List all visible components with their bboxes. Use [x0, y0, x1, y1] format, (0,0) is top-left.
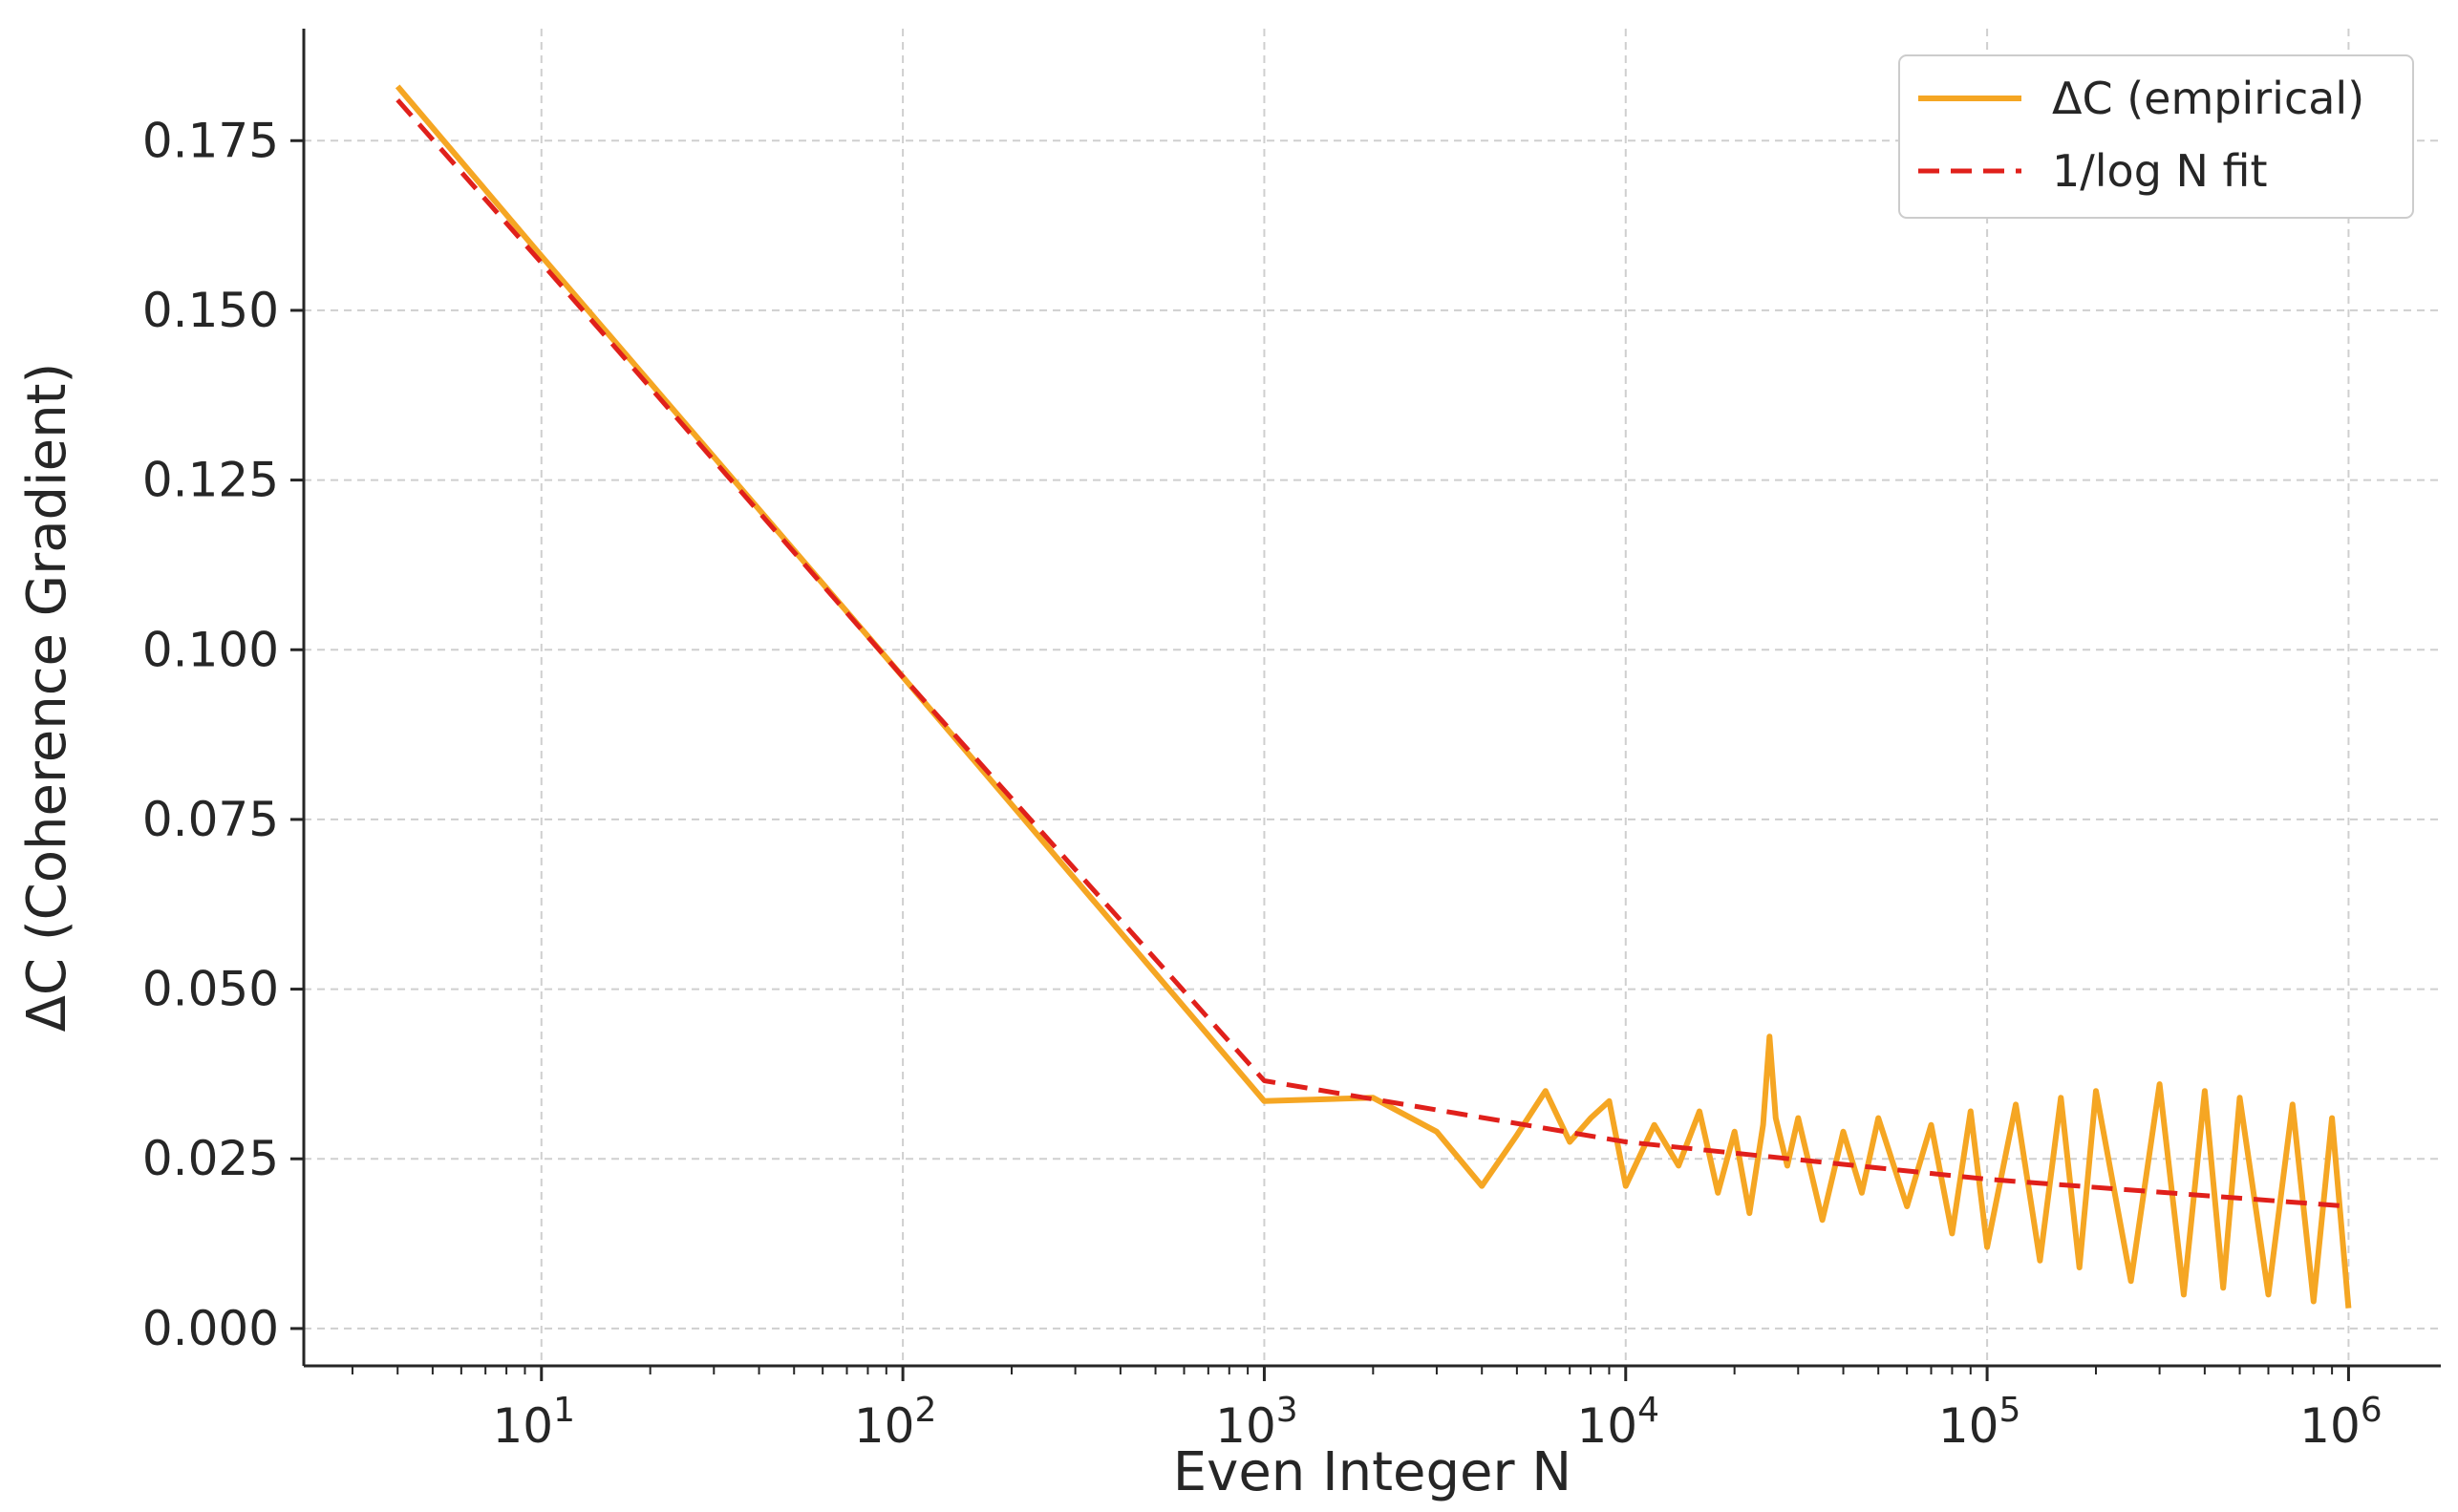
y-tick-label: 0.025 — [142, 1131, 279, 1186]
y-tick-label: 0.100 — [142, 622, 279, 677]
series-line-empirical — [395, 84, 2352, 1309]
grid-lines — [304, 29, 2441, 1366]
x-axis-label: Even Integer N — [1173, 1441, 1571, 1503]
y-tick-label: 0.050 — [142, 962, 279, 1017]
series-line-fit — [395, 97, 2349, 1209]
legend: ΔC (empirical) 1/log N fit — [1898, 54, 2414, 219]
x-tick-label: 103 — [1215, 1391, 1298, 1454]
x-tick-label: 106 — [2299, 1391, 2383, 1454]
y-tick-label: 0.175 — [142, 113, 279, 168]
y-tick-label: 0.075 — [142, 792, 279, 847]
axes — [290, 29, 2441, 1381]
x-tick-label: 104 — [1577, 1391, 1660, 1454]
tick-labels: 0.000 0.025 0.050 0.075 0.100 0.125 0.150 0.175… — [142, 113, 2383, 1454]
y-axis-label: ΔC (Coherence Gradient) — [16, 363, 78, 1033]
x-tick-label: 101 — [493, 1391, 576, 1454]
y-tick-label: 0.125 — [142, 453, 279, 508]
legend-label-fit: 1/log N fit — [2052, 145, 2268, 197]
legend-box — [1898, 54, 2414, 219]
x-tick-label: 102 — [854, 1391, 937, 1454]
y-tick-label: 0.150 — [142, 283, 279, 338]
x-tick-label: 105 — [1938, 1391, 2021, 1454]
y-tick-label: 0.000 — [142, 1301, 279, 1356]
plot-series — [395, 84, 2352, 1309]
legend-label-empirical: ΔC (empirical) — [2052, 73, 2364, 124]
